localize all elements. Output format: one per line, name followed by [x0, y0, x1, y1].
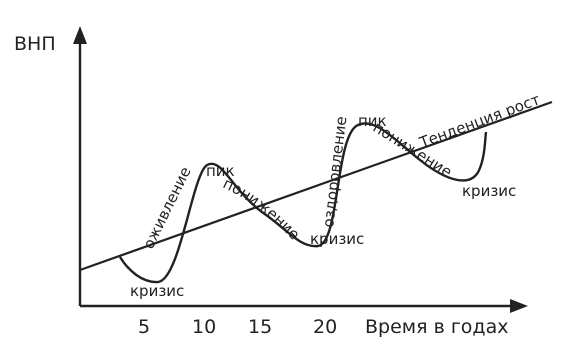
y-axis-arrow-icon — [73, 26, 87, 44]
x-tick-5: 5 — [138, 316, 150, 338]
x-tick-15: 15 — [248, 316, 272, 338]
phase-label-crisis-1: кризис — [130, 282, 184, 300]
trend-label: Тенденция роста — [0, 0, 543, 152]
phase-label-crisis-3: кризис — [462, 182, 516, 200]
trend-line — [79, 100, 553, 272]
phase-label-crisis-2: кризис — [310, 230, 364, 248]
business-cycle-curve — [118, 122, 488, 284]
x-axis-arrow-icon — [510, 299, 528, 313]
phase-label-peak-1: пик — [206, 162, 235, 180]
x-axis-label: Время в годах — [365, 316, 508, 338]
x-tick-20: 20 — [313, 316, 337, 338]
phase-label-peak-2: пик — [358, 112, 387, 130]
y-axis-label: ВНП — [14, 33, 56, 55]
phase-label-recovery-2: оздоровление — [319, 115, 350, 228]
phase-label-decline-1: понижение — [220, 174, 303, 243]
x-tick-10: 10 — [192, 316, 216, 338]
